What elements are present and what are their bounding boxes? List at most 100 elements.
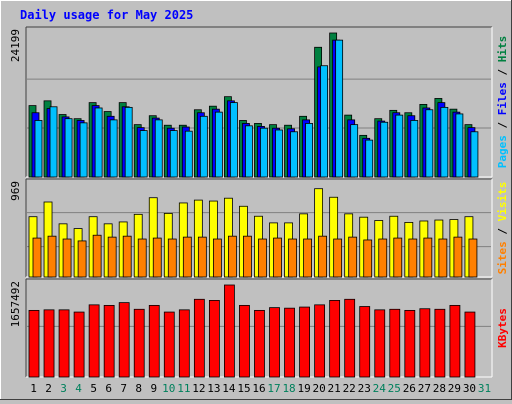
bar-kbytes-day-2 bbox=[43, 309, 55, 378]
bar-pages-day-8 bbox=[139, 130, 148, 178]
bar-sites-day-29 bbox=[453, 236, 463, 278]
bar-kbytes-day-3 bbox=[58, 309, 70, 378]
bar-pages-day-21 bbox=[335, 39, 344, 178]
bar-kbytes-day-12 bbox=[193, 298, 205, 378]
bar-kbytes-day-28 bbox=[434, 308, 446, 378]
x-tick-label-day-5: 5 bbox=[90, 382, 97, 395]
bar-sites-day-24 bbox=[378, 238, 388, 278]
bar-pages-day-9 bbox=[154, 119, 163, 178]
bar-kbytes-day-9 bbox=[148, 304, 160, 378]
bar-sites-day-15 bbox=[243, 235, 252, 278]
bar-pages-day-6 bbox=[109, 119, 118, 178]
bar-sites-day-28 bbox=[438, 238, 448, 278]
x-tick-label-day-22: 22 bbox=[343, 382, 356, 395]
axis-label-separator: / bbox=[496, 62, 509, 82]
bar-kbytes-day-23 bbox=[359, 306, 371, 378]
right-axis-label-visits_sites: Sites / Visits bbox=[496, 182, 509, 275]
x-tick-label-day-28: 28 bbox=[433, 382, 446, 395]
bar-sites-day-18 bbox=[288, 238, 297, 278]
x-tick-label-day-1: 1 bbox=[30, 382, 37, 395]
bar-sites-day-3 bbox=[62, 238, 72, 278]
bar-kbytes-day-14 bbox=[224, 284, 235, 378]
axis-label-hits: Hits bbox=[496, 36, 509, 63]
bar-kbytes-day-27 bbox=[419, 308, 431, 378]
bar-pages-day-7 bbox=[124, 106, 133, 178]
bar-pages-day-16 bbox=[260, 127, 268, 178]
y-max-label-kbytes: 1657492 bbox=[9, 281, 22, 327]
bar-kbytes-day-5 bbox=[88, 304, 100, 378]
right-axis-label-hits_files_pages: Pages / Files / Hits bbox=[496, 36, 509, 169]
bar-pages-day-14 bbox=[230, 102, 238, 178]
x-tick-label-day-20: 20 bbox=[313, 382, 326, 395]
bar-pages-day-18 bbox=[290, 131, 298, 178]
bar-kbytes-day-4 bbox=[73, 311, 85, 378]
x-tick-label-day-4: 4 bbox=[75, 382, 82, 395]
x-tick-label-day-18: 18 bbox=[282, 382, 295, 395]
bar-kbytes-day-22 bbox=[344, 298, 356, 378]
right-axis-label-kbytes: KBytes bbox=[496, 308, 509, 348]
bar-kbytes-day-6 bbox=[103, 304, 115, 378]
bar-kbytes-day-30 bbox=[464, 311, 476, 378]
bar-sites-day-21 bbox=[333, 238, 343, 278]
bar-pages-day-26 bbox=[410, 120, 419, 178]
x-tick-label-day-17: 17 bbox=[267, 382, 280, 395]
bar-pages-day-15 bbox=[245, 125, 253, 178]
bar-pages-day-25 bbox=[395, 114, 404, 178]
x-tick-label-day-16: 16 bbox=[252, 382, 265, 395]
bar-kbytes-day-8 bbox=[133, 308, 145, 378]
bar-sites-day-22 bbox=[348, 236, 358, 278]
axis-label-visits: Visits bbox=[496, 182, 509, 222]
bar-sites-day-5 bbox=[92, 234, 102, 278]
x-tick-label-day-21: 21 bbox=[328, 382, 341, 395]
bar-sites-day-13 bbox=[212, 238, 222, 278]
bar-sites-day-1 bbox=[32, 237, 42, 278]
bar-kbytes-day-17 bbox=[269, 307, 280, 378]
bar-sites-day-8 bbox=[137, 238, 147, 278]
x-tick-label-day-3: 3 bbox=[60, 382, 67, 395]
bar-sites-day-4 bbox=[77, 240, 87, 278]
x-tick-label-day-7: 7 bbox=[120, 382, 127, 395]
x-tick-label-day-6: 6 bbox=[105, 382, 112, 395]
chart-title: Daily usage for May 2025 bbox=[20, 8, 193, 22]
bar-kbytes-day-10 bbox=[163, 311, 175, 378]
bar-kbytes-day-18 bbox=[284, 307, 295, 378]
x-tick-label-day-19: 19 bbox=[297, 382, 310, 395]
bar-sites-day-30 bbox=[468, 238, 478, 278]
bar-pages-day-5 bbox=[94, 107, 103, 178]
axis-label-pages: Pages bbox=[496, 135, 509, 168]
x-tick-label-day-23: 23 bbox=[358, 382, 371, 395]
bar-sites-day-12 bbox=[197, 236, 207, 278]
bar-kbytes-day-26 bbox=[404, 309, 416, 378]
x-tick-label-day-29: 29 bbox=[448, 382, 461, 395]
bar-pages-day-27 bbox=[425, 109, 434, 178]
bar-sites-day-11 bbox=[182, 236, 192, 278]
bar-kbytes-day-25 bbox=[389, 308, 401, 378]
x-tick-label-day-25: 25 bbox=[388, 382, 401, 395]
bar-sites-day-23 bbox=[363, 239, 373, 278]
bar-sites-day-25 bbox=[393, 237, 403, 278]
bar-kbytes-day-11 bbox=[178, 309, 190, 378]
axis-label-files: Files bbox=[496, 82, 509, 115]
bar-sites-day-17 bbox=[273, 237, 282, 278]
axis-label-separator: / bbox=[496, 115, 509, 135]
bar-pages-day-1 bbox=[34, 120, 43, 178]
bar-sites-day-26 bbox=[408, 238, 418, 278]
bar-pages-day-23 bbox=[365, 139, 374, 178]
x-tick-label-day-2: 2 bbox=[45, 382, 52, 395]
bar-sites-day-10 bbox=[167, 238, 177, 278]
bar-sites-day-27 bbox=[423, 237, 433, 278]
bar-sites-day-19 bbox=[303, 238, 312, 278]
bar-pages-day-4 bbox=[79, 122, 88, 178]
x-tick-label-day-13: 13 bbox=[207, 382, 220, 395]
x-tick-label-day-12: 12 bbox=[192, 382, 205, 395]
bar-kbytes-day-24 bbox=[374, 309, 386, 378]
x-tick-label-day-11: 11 bbox=[177, 382, 190, 395]
bar-pages-day-11 bbox=[184, 130, 193, 178]
bar-pages-day-13 bbox=[214, 111, 223, 178]
axis-label-kbytes: KBytes bbox=[496, 308, 509, 348]
y-max-label-visits_sites: 969 bbox=[9, 181, 22, 201]
y-max-label-hits_files_pages: 24199 bbox=[9, 29, 22, 62]
bar-pages-day-17 bbox=[275, 129, 283, 178]
bar-pages-day-10 bbox=[169, 130, 178, 178]
